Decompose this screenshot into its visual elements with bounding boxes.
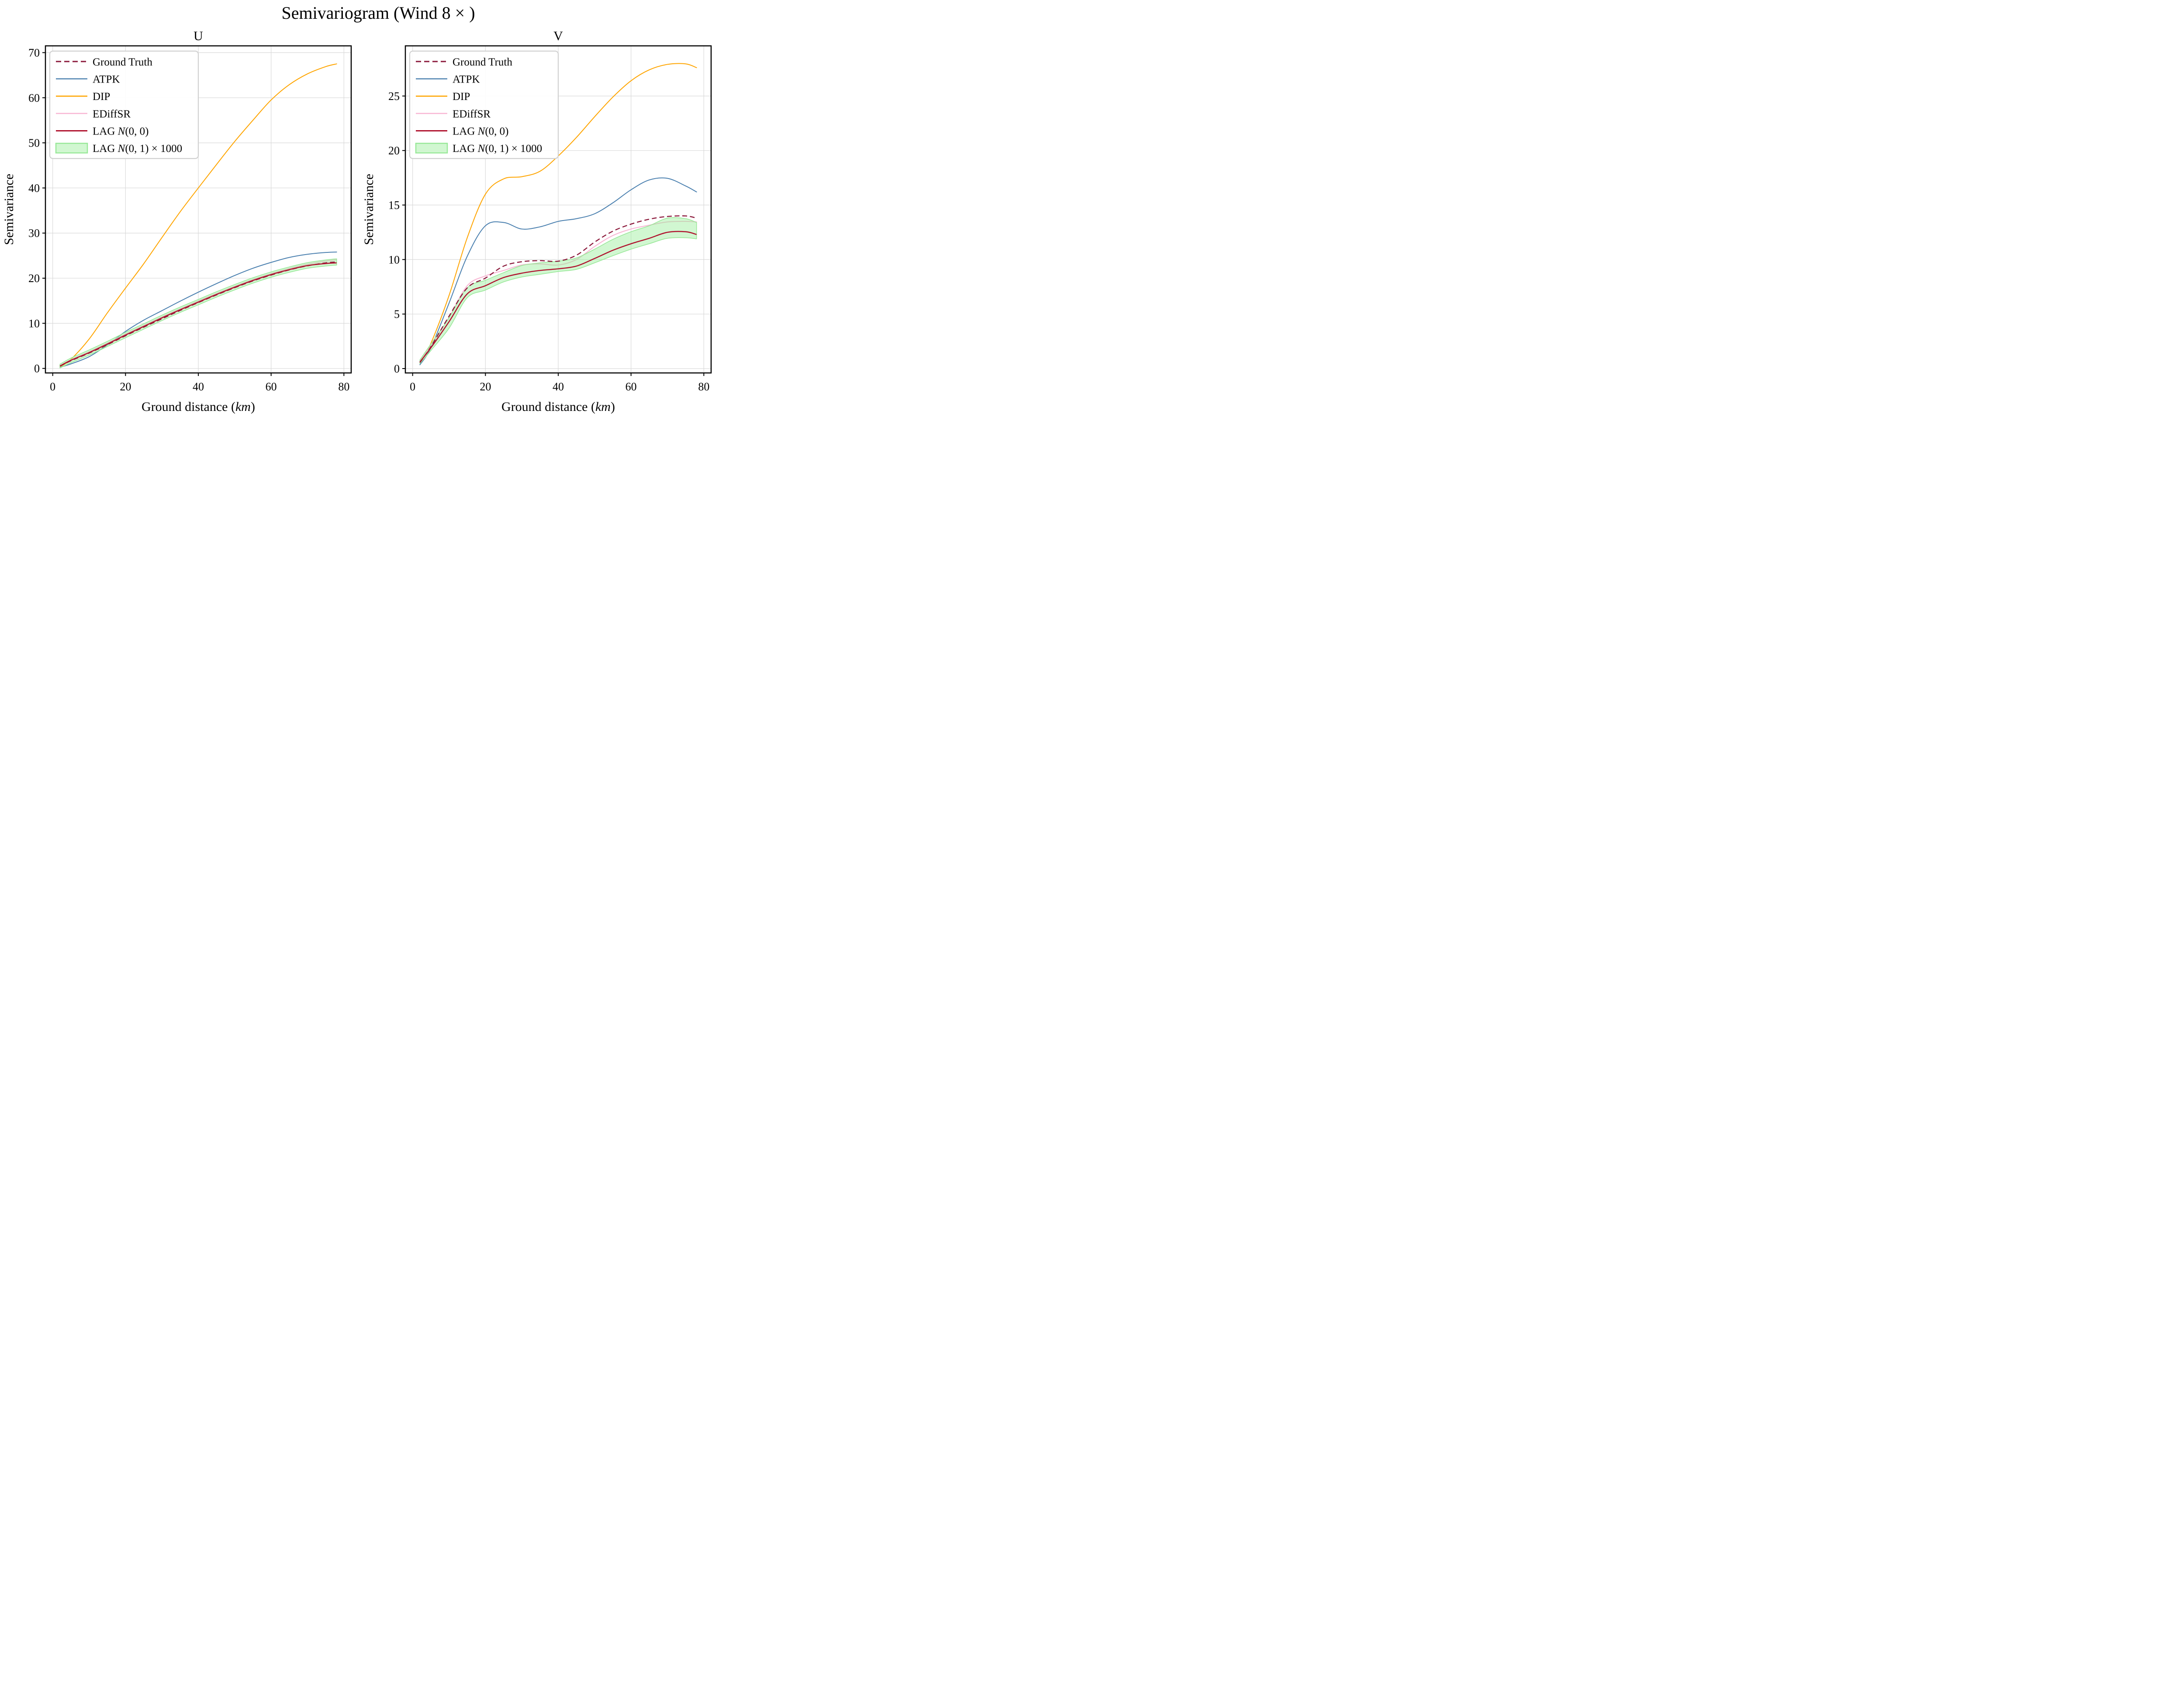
- series-line-atpk: [419, 177, 697, 366]
- x-tick-label: 80: [338, 380, 349, 393]
- legend-item-lag-0-1-1000: LAG N(0, 1) × 1000: [415, 142, 542, 155]
- y-tick-label: 10: [388, 253, 400, 266]
- panel-v: 0 20 40 60 80 0 5 10 15 20 25 V Ground distance (km)…: [362, 29, 712, 414]
- y-tick-label: 30: [28, 227, 40, 240]
- y-tick-label: 0: [34, 362, 40, 375]
- legend-label: LAG N(0, 0): [453, 126, 508, 138]
- legend-item-lag-0-1-1000: LAG N(0, 1) × 1000: [55, 142, 182, 155]
- y-tick-label: 15: [388, 199, 400, 212]
- legend-label: ATPK: [93, 74, 120, 86]
- legend-box: [409, 50, 559, 159]
- legend-label: LAG N(0, 0): [93, 126, 149, 138]
- legend-item-lag-0-0: LAG N(0, 0): [416, 126, 508, 138]
- semivariogram-figure: Semivariogram (Wind 8 × ) 0 20 40 60 80 0 10 20…: [0, 0, 714, 423]
- x-axis-label: Ground distance (km): [142, 400, 255, 414]
- y-tick-label: 5: [394, 308, 400, 321]
- panel-title-u: U: [194, 29, 203, 43]
- x-tick-label: 40: [553, 380, 564, 393]
- legend-label: LAG N(0, 1) × 1000: [453, 143, 542, 155]
- legend-label: DIP: [93, 91, 110, 103]
- x-tick-label: 0: [50, 380, 55, 393]
- legend-item-dip: DIP: [56, 91, 110, 103]
- confidence-band-lag-0-1-1000: [59, 258, 337, 369]
- legend-item-atpk: ATPK: [416, 74, 480, 86]
- legend-item-ground-truth: Ground Truth: [416, 56, 512, 68]
- y-tick-label: 50: [28, 137, 40, 149]
- y-tick-label: 40: [28, 182, 40, 194]
- series-line-ediffsr: [59, 259, 337, 366]
- x-tick-label: 0: [410, 380, 415, 393]
- legend-item-ground-truth: Ground Truth: [56, 56, 152, 68]
- y-tick-label: 0: [394, 362, 400, 375]
- y-tick-label: 10: [28, 317, 40, 330]
- legend-label: LAG N(0, 1) × 1000: [93, 143, 182, 155]
- x-tick-label: 20: [480, 380, 491, 393]
- legend-item-ediffsr: EDiffSR: [56, 108, 131, 120]
- panel-title-v: V: [553, 29, 563, 43]
- legend: Ground Truth ATPK DIP EDiffSR LAG N(0, 0) LAG…: [49, 50, 199, 159]
- legend-item-ediffsr: EDiffSR: [416, 108, 491, 120]
- x-tick-label: 20: [120, 380, 131, 393]
- x-tick-label: 80: [698, 380, 709, 393]
- series-line-dip: [59, 63, 337, 368]
- y-tick-label: 60: [28, 92, 40, 104]
- x-tick-label: 60: [266, 380, 277, 393]
- legend-label: Ground Truth: [453, 56, 512, 68]
- legend-band-swatch: [55, 142, 88, 154]
- y-tick-label: 70: [28, 46, 40, 59]
- y-tick-label: 20: [388, 145, 400, 157]
- legend-label: EDiffSR: [93, 108, 131, 120]
- legend-label: ATPK: [453, 74, 480, 86]
- y-axis-label: Semivariance: [2, 174, 16, 245]
- series-line-dip: [419, 63, 697, 364]
- y-axis-label: Semivariance: [362, 174, 376, 245]
- panel-u: 0 20 40 60 80 0 10 20 30 40 50 60 70 U Ground distance…: [2, 29, 352, 414]
- series-line-lag-0-0: [419, 231, 697, 362]
- legend-item-dip: DIP: [416, 91, 470, 103]
- legend-item-atpk: ATPK: [56, 74, 120, 86]
- x-axis-label: Ground distance (km): [501, 400, 615, 414]
- legend-label: Ground Truth: [93, 56, 152, 68]
- x-tick-label: 40: [193, 380, 204, 393]
- legend-label: DIP: [453, 91, 470, 103]
- series-line-lag-0-0: [59, 262, 337, 367]
- x-tick-label: 60: [625, 380, 637, 393]
- y-tick-label: 25: [388, 90, 400, 103]
- series-line-atpk: [59, 252, 337, 368]
- figure-title: Semivariogram (Wind 8 × ): [281, 3, 475, 23]
- series-line-ediffsr: [419, 221, 697, 362]
- legend-label: EDiffSR: [453, 108, 491, 120]
- legend-band-swatch: [415, 142, 448, 154]
- legend-box: [49, 50, 199, 159]
- series-line-ground-truth: [419, 215, 697, 363]
- y-tick-label: 20: [28, 272, 40, 285]
- legend: Ground Truth ATPK DIP EDiffSR LAG N(0, 0) LAG…: [409, 50, 559, 159]
- legend-item-lag-0-0: LAG N(0, 0): [56, 126, 149, 138]
